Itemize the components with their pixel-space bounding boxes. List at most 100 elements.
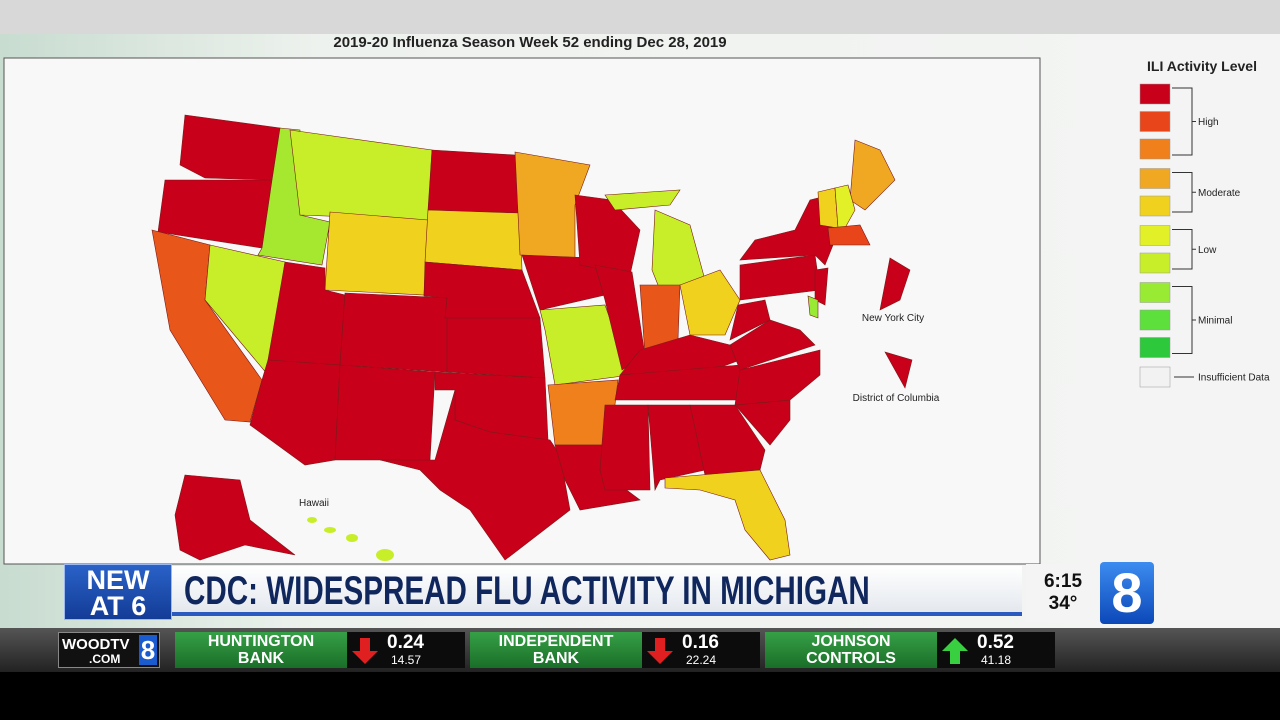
map-title: 2019-20 Influenza Season Week 52 ending …: [333, 34, 726, 51]
arrow-shape: [352, 638, 378, 664]
legend-swatch: [1139, 366, 1171, 388]
stock-price: 22.24: [686, 653, 717, 667]
legend-swatch: [1139, 138, 1171, 160]
state: [514, 151, 591, 259]
badge-line: AT 6: [89, 591, 147, 621]
map-label: District of Columbia: [853, 393, 940, 404]
top-band: [0, 0, 1280, 34]
nyc-inset: [879, 257, 911, 311]
stock-name-line: BANK: [237, 650, 285, 667]
headline-bar: CDC: WIDESPREAD FLU ACTIVITY IN MICHIGAN: [172, 566, 1022, 616]
state: [334, 364, 436, 461]
state: [539, 304, 631, 386]
temperature: 34°: [1048, 593, 1078, 614]
stock-name-line: JOHNSON: [811, 633, 891, 650]
island: [324, 527, 336, 533]
legend-swatch: [1139, 83, 1171, 105]
state: [849, 139, 896, 211]
stock: INDEPENDENT BANK 0.16 22.24: [470, 632, 760, 668]
legend-swatch: [1139, 111, 1171, 132]
map-label: New York City: [862, 313, 924, 324]
state: [679, 269, 741, 336]
stock-values: 0.24 14.57: [347, 632, 465, 668]
island: [307, 517, 317, 523]
stock-arrow: [352, 638, 378, 664]
legend-swatch: [1139, 309, 1171, 331]
state: [174, 474, 296, 561]
legend-label: Insufficient Data: [1198, 373, 1270, 384]
legend-swatch: [1139, 337, 1171, 358]
map-label: Hawaii: [299, 498, 329, 509]
stock-change: 0.52: [977, 632, 1014, 653]
legend-swatch: [1139, 195, 1171, 217]
stock-change: 0.16: [682, 632, 719, 653]
channel-logo: 8: [1100, 562, 1154, 624]
legend-label: High: [1198, 117, 1219, 128]
stock-values: 0.52 41.18: [937, 632, 1055, 668]
headline: CDC: WIDESPREAD FLU ACTIVITY IN MICHIGAN: [184, 569, 870, 613]
dc-inset: [884, 351, 913, 389]
stock-name-line: BANK: [532, 650, 580, 667]
stock-name: INDEPENDENT BANK: [470, 632, 642, 668]
state: [427, 149, 521, 216]
stock: HUNTINGTON BANK 0.24 14.57: [175, 632, 465, 668]
arrow-shape: [647, 638, 673, 664]
stock-name: JOHNSON CONTROLS: [765, 632, 937, 668]
legend-swatch: [1139, 225, 1171, 246]
hawaii-islands: [307, 517, 394, 561]
legend-bracket: [1172, 172, 1196, 213]
new-badge: NEW AT 6: [64, 564, 172, 620]
state: [647, 404, 706, 492]
stock-name-line: HUNTINGTON: [207, 633, 315, 650]
logo-name: WOODTV: [62, 636, 130, 653]
map-screen: 2019-20 Influenza Season Week 52 ending …: [0, 0, 1280, 628]
state: [729, 299, 771, 341]
state: [689, 404, 766, 476]
legend-swatch: [1139, 252, 1171, 274]
stock-arrow: [942, 638, 968, 664]
legend-swatch: [1139, 168, 1171, 189]
state: [664, 469, 791, 561]
states: [151, 114, 913, 561]
legend-label: Moderate: [1198, 188, 1241, 199]
legend-label: Low: [1198, 245, 1217, 256]
state: [424, 209, 523, 271]
stock-arrow: [647, 638, 673, 664]
state: [817, 187, 839, 229]
state: [574, 194, 641, 276]
badge-line: NEW: [86, 565, 150, 595]
state: [604, 189, 681, 211]
state: [807, 295, 819, 319]
logo-domain: .COM: [89, 652, 121, 666]
clock: 6:15 34°: [1026, 564, 1100, 622]
state: [814, 267, 829, 306]
stock-values: 0.16 22.24: [642, 632, 760, 668]
state: [599, 404, 651, 491]
state: [734, 349, 821, 406]
logo-channel: 8: [139, 635, 157, 665]
stock-name-line: CONTROLS: [806, 650, 896, 667]
stock: JOHNSON CONTROLS 0.52 41.18: [765, 632, 1055, 668]
stock-name-line: INDEPENDENT: [498, 633, 614, 650]
arrow-shape: [942, 638, 968, 664]
legend-swatch: [1139, 282, 1171, 303]
state: [379, 389, 571, 561]
state: [827, 224, 871, 246]
island: [376, 549, 394, 561]
legend-label: Minimal: [1198, 316, 1232, 327]
station-logo: WOODTV .COM 8: [58, 632, 160, 668]
island: [346, 534, 358, 542]
stock-name: HUNTINGTON BANK: [175, 632, 347, 668]
state: [446, 317, 546, 379]
state: [834, 184, 856, 229]
state: [179, 114, 281, 181]
legend: High Moderate Low Minimal Insufficient Data: [1139, 83, 1270, 388]
state: [729, 319, 816, 371]
legend-title: ILI Activity Level: [1147, 58, 1257, 74]
stock-price: 14.57: [391, 653, 422, 667]
time: 6:15: [1043, 571, 1083, 592]
state: [339, 292, 451, 373]
stock-change: 0.24: [387, 632, 424, 653]
state: [324, 211, 429, 296]
